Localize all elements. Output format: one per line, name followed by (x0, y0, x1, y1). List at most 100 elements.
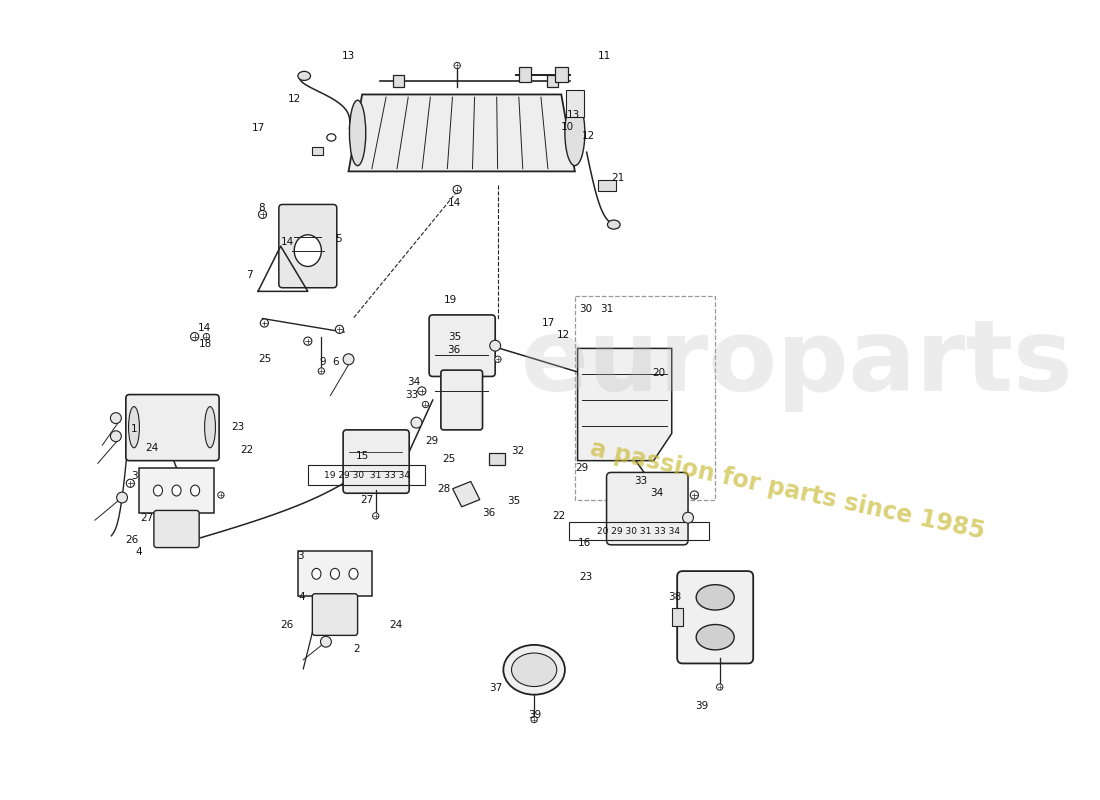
Text: 27: 27 (361, 494, 374, 505)
Text: 36: 36 (448, 346, 461, 355)
Circle shape (683, 512, 693, 523)
Text: 14: 14 (280, 237, 294, 246)
Text: 25: 25 (258, 354, 272, 364)
Text: 6: 6 (332, 357, 339, 367)
Text: 14: 14 (448, 198, 461, 208)
Circle shape (418, 387, 426, 395)
Circle shape (204, 334, 210, 340)
Text: 12: 12 (582, 130, 595, 141)
Text: 36: 36 (483, 508, 496, 518)
Circle shape (318, 368, 324, 374)
FancyBboxPatch shape (125, 394, 219, 461)
Circle shape (531, 717, 537, 722)
Text: 35: 35 (448, 332, 461, 342)
Text: 10: 10 (561, 122, 574, 131)
Text: a passion for parts since 1985: a passion for parts since 1985 (588, 437, 987, 544)
Text: 35: 35 (507, 496, 520, 506)
Bar (312, 147, 323, 154)
Text: 1: 1 (131, 424, 138, 434)
Circle shape (422, 402, 429, 408)
Text: 26: 26 (125, 535, 139, 546)
Circle shape (453, 186, 461, 194)
Polygon shape (453, 482, 480, 507)
Text: 26: 26 (280, 619, 294, 630)
Circle shape (126, 479, 134, 487)
Text: 19 29 30  31 33 34: 19 29 30 31 33 34 (323, 470, 409, 480)
Bar (569, 522, 708, 540)
Text: 12: 12 (557, 330, 570, 340)
Text: 22: 22 (240, 445, 253, 454)
Circle shape (411, 418, 422, 428)
Circle shape (110, 413, 121, 423)
Circle shape (691, 491, 698, 499)
Bar (556, 67, 568, 82)
Circle shape (110, 430, 121, 442)
Text: 16: 16 (578, 538, 591, 548)
Text: 13: 13 (566, 110, 580, 120)
Text: 12: 12 (288, 94, 301, 105)
Polygon shape (349, 94, 575, 171)
Text: 17: 17 (252, 123, 265, 134)
Text: 7: 7 (246, 270, 253, 280)
Text: 39: 39 (528, 710, 541, 720)
FancyBboxPatch shape (343, 430, 409, 494)
Ellipse shape (153, 485, 163, 496)
Text: 15: 15 (355, 451, 368, 461)
Text: 20: 20 (652, 368, 664, 378)
Text: 22: 22 (552, 511, 565, 521)
FancyBboxPatch shape (606, 473, 688, 545)
Bar (565, 90, 584, 117)
Text: 21: 21 (612, 173, 625, 183)
Text: 14: 14 (197, 322, 210, 333)
Bar (672, 608, 683, 626)
Bar (575, 296, 715, 499)
Text: 33: 33 (634, 477, 647, 486)
Text: 33: 33 (406, 390, 419, 401)
Text: 23: 23 (580, 571, 593, 582)
Ellipse shape (504, 645, 565, 694)
Ellipse shape (349, 568, 358, 579)
Text: 32: 32 (512, 446, 525, 456)
Ellipse shape (607, 220, 620, 229)
Text: 8: 8 (258, 203, 265, 213)
Circle shape (218, 492, 224, 498)
Text: 30: 30 (580, 305, 593, 314)
FancyBboxPatch shape (678, 571, 754, 663)
Text: 29: 29 (575, 463, 589, 473)
Text: 20 29 30 31 33 34: 20 29 30 31 33 34 (596, 526, 680, 536)
Text: 23: 23 (231, 422, 244, 432)
Ellipse shape (512, 653, 557, 686)
Bar (488, 453, 505, 465)
Text: 3: 3 (131, 471, 138, 481)
Circle shape (336, 326, 343, 334)
Text: 34: 34 (407, 377, 420, 387)
Bar (298, 551, 372, 597)
FancyBboxPatch shape (154, 510, 199, 547)
Circle shape (190, 333, 199, 341)
Ellipse shape (312, 568, 321, 579)
Ellipse shape (294, 234, 321, 266)
Circle shape (117, 492, 128, 503)
Text: 37: 37 (488, 683, 502, 693)
Circle shape (490, 340, 500, 351)
Ellipse shape (350, 100, 365, 166)
Text: 9: 9 (320, 357, 327, 367)
Circle shape (454, 62, 460, 69)
FancyBboxPatch shape (312, 594, 358, 635)
Text: 24: 24 (145, 443, 158, 453)
FancyBboxPatch shape (278, 205, 337, 288)
Text: 28: 28 (438, 484, 451, 494)
Text: 17: 17 (541, 318, 554, 328)
Text: 3: 3 (297, 550, 304, 561)
Bar (519, 67, 531, 82)
Bar (393, 74, 404, 87)
Text: 13: 13 (342, 51, 355, 61)
Circle shape (495, 356, 502, 362)
Text: 5: 5 (336, 234, 342, 244)
Text: 25: 25 (442, 454, 455, 464)
Text: 24: 24 (389, 619, 403, 630)
Text: 31: 31 (601, 305, 614, 314)
Ellipse shape (327, 134, 336, 141)
Bar (140, 468, 213, 513)
Circle shape (343, 354, 354, 365)
